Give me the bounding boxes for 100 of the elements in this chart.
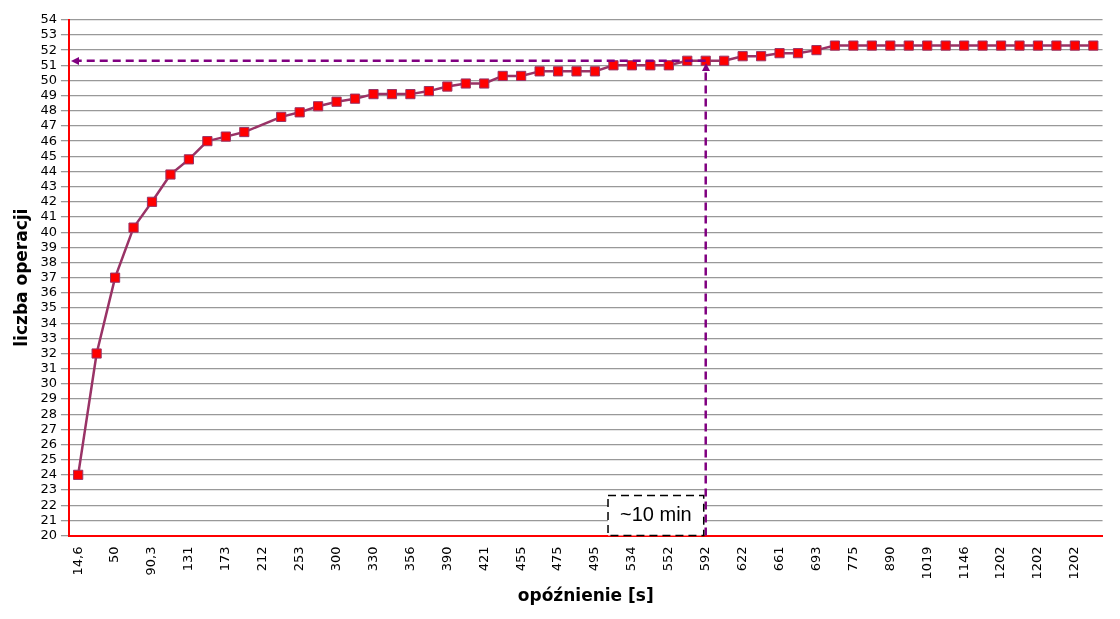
x-tick-label: 212 [254,546,270,572]
y-tick-label: 31 [40,360,57,376]
y-tick-label: 24 [40,466,57,482]
x-tick-label: 1019 [918,546,934,580]
point [313,101,324,112]
y-tick-label: 33 [40,329,57,345]
point [756,51,767,62]
y-tick-label: 20 [40,526,57,542]
y-tick-label: 53 [40,26,57,42]
x-tick-label: 421 [475,546,491,572]
x-tick-label: 90,3 [143,546,159,576]
y-tick-label: 37 [40,269,57,285]
point [368,89,379,100]
y-tick-label: 54 [40,11,57,27]
point [276,111,287,122]
x-tick-label: 356 [401,546,417,572]
point [792,48,804,59]
x-tick-label: 390 [438,546,454,572]
point [423,85,434,97]
point [645,60,656,71]
x-tick-label: 592 [697,546,713,572]
point [109,272,121,283]
point [959,40,970,51]
y-tick-label: 47 [40,117,57,133]
point [1088,40,1099,51]
point [1051,40,1062,51]
x-tick-label: 1202 [1029,546,1045,580]
y-tick-label: 26 [40,435,57,451]
x-tick-label: 552 [660,546,676,572]
point [460,78,471,89]
x-tick-label: 253 [291,546,307,572]
y-tick-label: 39 [40,238,57,254]
point [922,40,933,51]
x-tick-label: 775 [844,546,860,572]
point [885,40,896,51]
point [977,40,988,51]
point [128,222,139,233]
point [995,40,1007,51]
point [239,126,250,138]
point [774,48,785,59]
x-tick-label: 131 [180,546,196,572]
point [552,66,564,77]
y-tick-label: 42 [40,193,57,209]
y-tick-label: 38 [40,253,57,269]
point [146,196,158,207]
y-tick-label: 40 [40,223,57,239]
point [73,469,84,480]
x-tick-label: 495 [586,546,602,572]
y-tick-label: 29 [40,390,57,406]
point [829,40,841,51]
point [331,96,342,107]
y-tick-label: 21 [40,511,57,527]
point [626,60,637,71]
point [1032,40,1044,51]
x-tick-label: 1202 [992,546,1008,580]
point [294,107,305,118]
x-tick-label: 890 [881,546,897,572]
x-tick-label: 50 [106,546,122,564]
x-tick-label: 693 [807,546,823,572]
x-tick-label: 330 [364,546,380,572]
y-tick-label: 27 [40,420,57,436]
y-tick-label: 44 [40,162,57,178]
point [903,40,914,51]
x-axis-title: opóźnienie [s] [517,585,654,606]
point [719,55,730,66]
x-tick-label: 622 [734,546,750,572]
y-tick-label: 52 [40,41,57,57]
ref-line-label: ~10 min [620,503,692,526]
y-tick-label: 36 [40,284,57,300]
y-tick-label: 25 [40,451,57,467]
x-tick-label: 173 [217,546,233,572]
point [737,51,748,62]
y-tick-label: 41 [40,208,57,224]
y-axis-title: liczba operacji [10,208,31,347]
x-tick-label: 1146 [955,546,971,580]
y-tick-label: 35 [40,299,57,315]
x-tick-label: 661 [770,546,786,572]
point [663,60,674,71]
y-tick-label: 51 [40,56,57,72]
y-tick-label: 49 [40,87,57,103]
point [848,40,859,51]
y-tick-label: 28 [40,405,57,421]
point [534,66,545,77]
point [940,40,951,51]
point [405,89,416,100]
point [516,70,527,82]
point [1069,40,1080,51]
point [1014,40,1025,51]
point [220,131,231,142]
x-tick-label: 300 [327,546,343,572]
x-tick-label: 14,6 [69,546,85,576]
point [811,45,822,56]
point [91,348,102,359]
point [589,66,601,77]
point [608,60,619,71]
y-tick-label: 34 [40,314,57,330]
y-tick-label: 23 [40,481,57,497]
point [349,93,361,104]
point [571,66,582,77]
x-tick-label: 1202 [1066,546,1082,580]
